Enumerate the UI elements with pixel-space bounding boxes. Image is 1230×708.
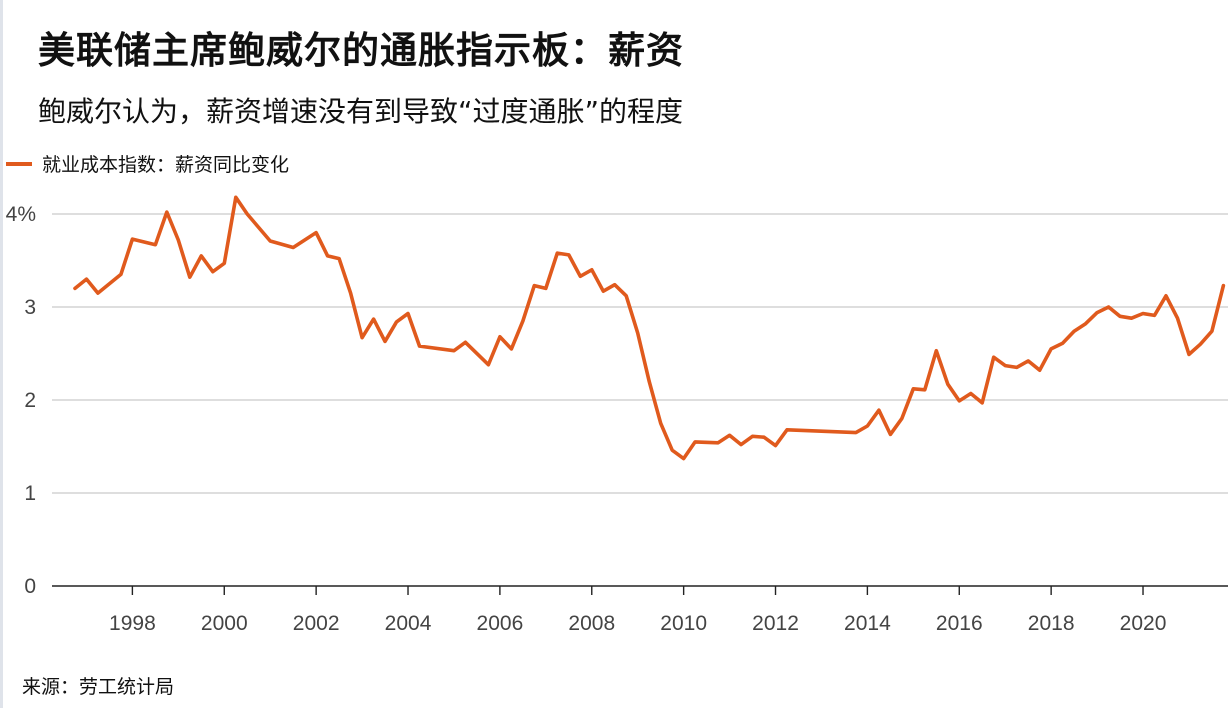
x-tick-label: 2012 [752, 612, 799, 635]
x-tick-label: 2016 [936, 612, 983, 635]
y-tick-labels: 0 1 2 3 4% [6, 203, 36, 598]
x-tick-label: 2008 [568, 612, 615, 635]
y-tick-label: 2 [24, 389, 36, 412]
x-tick-label: 2018 [1028, 612, 1075, 635]
grid-lines [52, 213, 1228, 494]
x-tick-label: 2002 [293, 612, 340, 635]
x-axis [52, 585, 1228, 595]
series-line-0 [73, 195, 1226, 461]
x-tick-label: 2010 [660, 612, 707, 635]
y-tick-label: 4% [6, 203, 36, 226]
left-edge-rule [0, 0, 3, 708]
y-tick-label: 3 [24, 296, 36, 319]
x-tick-label: 2006 [477, 612, 524, 635]
x-tick-label: 2000 [201, 612, 248, 635]
x-tick-label: 2014 [844, 612, 891, 635]
source-note: 来源：劳工统计局 [22, 676, 175, 698]
x-tick-labels: 1998 2000 2002 2004 2006 2008 2010 2012 2014 2016… [109, 612, 1166, 635]
legend-label: 就业成本指数：薪资同比变化 [42, 154, 290, 176]
chart-title: 美联储主席鲍威尔的通胀指示板：薪资 [38, 29, 684, 72]
legend: 就业成本指数：薪资同比变化 [6, 150, 289, 177]
legend-swatch [6, 161, 32, 166]
series [73, 195, 1226, 461]
x-tick-label: 2004 [385, 612, 432, 635]
x-tick-label: 1998 [109, 612, 156, 635]
x-tick-label: 2020 [1120, 612, 1167, 635]
chart-subtitle: 鲍威尔认为，薪资增速没有到导致“过度通胀”的程度 [38, 95, 684, 128]
y-tick-label: 0 [24, 575, 36, 598]
y-tick-label: 1 [24, 482, 36, 505]
